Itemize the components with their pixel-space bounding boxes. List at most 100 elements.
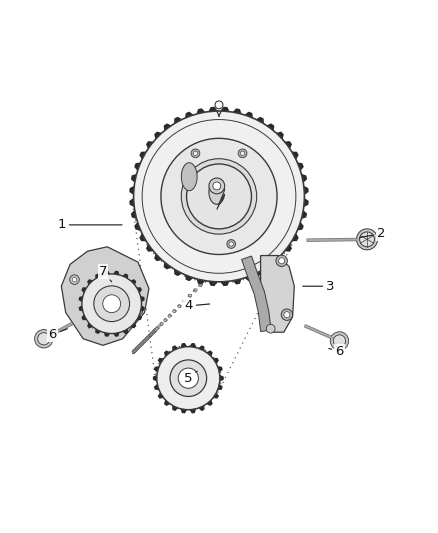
Polygon shape: [188, 343, 197, 350]
Polygon shape: [134, 220, 143, 231]
Polygon shape: [261, 220, 265, 224]
Circle shape: [141, 276, 142, 277]
Circle shape: [230, 367, 231, 368]
Circle shape: [153, 363, 154, 364]
Polygon shape: [270, 212, 274, 215]
Polygon shape: [131, 173, 139, 184]
Circle shape: [133, 305, 143, 315]
Circle shape: [170, 360, 207, 397]
Polygon shape: [211, 391, 219, 399]
Polygon shape: [212, 270, 215, 273]
Polygon shape: [164, 350, 172, 359]
Polygon shape: [263, 219, 266, 223]
Circle shape: [276, 255, 287, 266]
Text: 4: 4: [184, 300, 210, 312]
Polygon shape: [168, 314, 171, 318]
Polygon shape: [258, 224, 261, 228]
Polygon shape: [148, 334, 151, 337]
Polygon shape: [155, 328, 157, 332]
Circle shape: [156, 368, 157, 369]
Circle shape: [209, 178, 225, 194]
Circle shape: [146, 309, 147, 310]
Polygon shape: [299, 173, 307, 184]
Circle shape: [136, 232, 137, 233]
Polygon shape: [220, 263, 222, 266]
Polygon shape: [152, 332, 154, 335]
Circle shape: [210, 282, 211, 283]
Polygon shape: [139, 344, 141, 348]
Polygon shape: [151, 332, 153, 335]
Polygon shape: [183, 300, 186, 303]
Circle shape: [187, 164, 251, 229]
Circle shape: [262, 303, 263, 304]
Circle shape: [152, 358, 153, 359]
Polygon shape: [273, 251, 284, 261]
Polygon shape: [180, 343, 188, 350]
Polygon shape: [154, 132, 165, 142]
Polygon shape: [242, 241, 245, 244]
Polygon shape: [261, 221, 264, 225]
Polygon shape: [178, 304, 181, 308]
Circle shape: [281, 264, 283, 265]
Circle shape: [140, 265, 141, 266]
Circle shape: [218, 392, 219, 393]
Polygon shape: [142, 340, 146, 343]
Polygon shape: [279, 203, 283, 207]
Polygon shape: [301, 197, 309, 208]
Polygon shape: [207, 107, 219, 114]
Polygon shape: [133, 350, 135, 353]
Polygon shape: [146, 241, 156, 252]
Polygon shape: [253, 229, 257, 232]
Polygon shape: [149, 334, 152, 337]
Polygon shape: [95, 326, 103, 334]
Polygon shape: [282, 241, 292, 252]
Polygon shape: [189, 294, 192, 296]
Polygon shape: [236, 246, 239, 249]
Circle shape: [194, 279, 195, 280]
Circle shape: [250, 328, 251, 329]
Circle shape: [216, 282, 217, 284]
Text: 7: 7: [99, 265, 112, 282]
Polygon shape: [286, 196, 290, 199]
Polygon shape: [194, 288, 197, 291]
Polygon shape: [137, 345, 140, 349]
Polygon shape: [154, 328, 157, 332]
Circle shape: [279, 258, 285, 264]
Circle shape: [272, 264, 273, 265]
Polygon shape: [157, 325, 161, 328]
Polygon shape: [139, 151, 149, 162]
Circle shape: [280, 257, 281, 258]
Circle shape: [153, 253, 154, 254]
Polygon shape: [173, 310, 176, 313]
Text: 2: 2: [360, 227, 385, 240]
Circle shape: [210, 353, 211, 354]
Circle shape: [137, 238, 138, 239]
Polygon shape: [140, 342, 143, 346]
Polygon shape: [160, 322, 163, 326]
Circle shape: [357, 229, 378, 250]
Polygon shape: [242, 256, 271, 332]
Polygon shape: [233, 248, 237, 252]
Circle shape: [151, 347, 152, 348]
Polygon shape: [144, 339, 146, 342]
Polygon shape: [138, 345, 140, 348]
Polygon shape: [120, 326, 128, 334]
Circle shape: [221, 282, 222, 284]
Polygon shape: [138, 295, 145, 304]
Polygon shape: [153, 330, 155, 333]
Circle shape: [154, 374, 155, 375]
Circle shape: [141, 271, 142, 272]
Polygon shape: [239, 244, 242, 247]
Circle shape: [157, 257, 158, 258]
Polygon shape: [215, 266, 219, 270]
Circle shape: [219, 388, 220, 389]
Circle shape: [276, 274, 277, 275]
Polygon shape: [254, 266, 264, 276]
Circle shape: [281, 309, 293, 320]
Polygon shape: [147, 335, 149, 339]
Polygon shape: [283, 199, 286, 203]
Polygon shape: [266, 216, 270, 219]
Polygon shape: [138, 304, 145, 312]
Polygon shape: [209, 273, 212, 276]
Circle shape: [145, 303, 146, 304]
